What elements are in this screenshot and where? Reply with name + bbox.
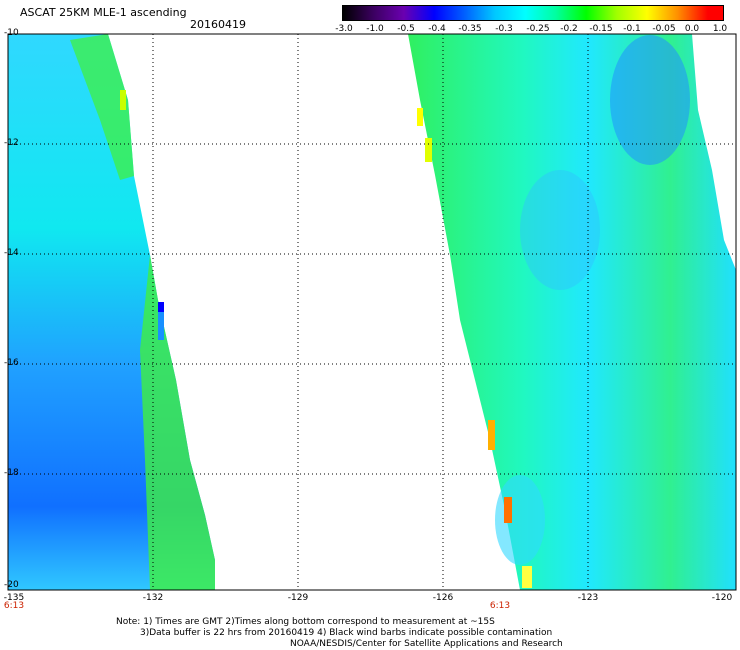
data-swath-left [8, 34, 215, 590]
colorbar-label: -0.05 [652, 24, 676, 34]
lon-label: -129 [287, 593, 309, 603]
lat-label: -16 [4, 358, 19, 368]
colorbar-label: -0.1 [623, 24, 641, 34]
colorbar-label: -0.25 [526, 24, 550, 34]
colorbar-label: -0.3 [495, 24, 513, 34]
note-line-3: NOAA/NESDIS/Center for Satellite Applica… [290, 639, 563, 649]
colorbar-label: -0.15 [589, 24, 613, 34]
colorbar-label: -1.0 [366, 24, 384, 34]
lat-label: -18 [4, 468, 19, 478]
lon-label: -123 [577, 593, 599, 603]
time-label-left: 6:13 [3, 601, 25, 611]
map-grid [8, 34, 736, 590]
time-label-right: 6:13 [489, 601, 511, 611]
data-swath-right [408, 34, 736, 590]
colorbar-label: -0.4 [428, 24, 446, 34]
note-line-1: Note: 1) Times are GMT 2)Times along bot… [116, 617, 495, 627]
colorbar-label: -0.5 [397, 24, 415, 34]
lon-label: -132 [142, 593, 164, 603]
lon-label: -126 [432, 593, 454, 603]
colorbar-label: -0.35 [458, 24, 482, 34]
colorbar-label: -0.2 [560, 24, 578, 34]
note-line-2: 3)Data buffer is 22 hrs from 20160419 4)… [140, 628, 553, 638]
colorbar-label: -3.0 [335, 24, 353, 34]
lat-label: -14 [4, 248, 19, 258]
product-date: 20160419 [190, 18, 246, 31]
lon-label: -120 [711, 593, 733, 603]
lat-label: -20 [4, 580, 19, 590]
lat-label: -10 [4, 28, 19, 38]
lon-label: -135 [3, 593, 25, 603]
colorbar-label: 0.0 [684, 24, 700, 34]
colorbar-label: 1.0 [712, 24, 728, 34]
product-title: ASCAT 25KM MLE-1 ascending [20, 6, 187, 19]
colorbar [342, 5, 724, 21]
lat-label: -12 [4, 138, 19, 148]
map-frame [7, 33, 737, 591]
